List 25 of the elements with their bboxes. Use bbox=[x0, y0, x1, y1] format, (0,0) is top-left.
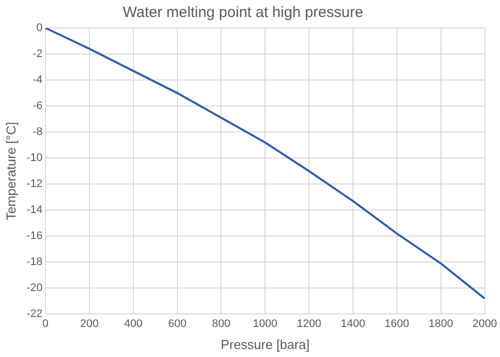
y-tick-label: -10 bbox=[26, 152, 42, 164]
chart-title: Water melting point at high pressure bbox=[122, 4, 364, 22]
y-tick-label: -6 bbox=[32, 100, 42, 112]
y-tick-label: -8 bbox=[32, 126, 42, 138]
y-axis-title: Temperature [°C] bbox=[3, 122, 18, 220]
x-tick-label: 600 bbox=[168, 318, 186, 330]
x-tick-label: 800 bbox=[212, 318, 230, 330]
x-tick-label: 200 bbox=[80, 318, 99, 330]
x-axis-title: Pressure [bara] bbox=[220, 336, 310, 352]
y-tick-label: -18 bbox=[26, 256, 42, 268]
y-tick-label: -20 bbox=[26, 282, 42, 294]
y-tick-label: -14 bbox=[26, 204, 42, 216]
y-tick-label: -12 bbox=[26, 178, 42, 190]
x-tick-label: 400 bbox=[124, 318, 143, 330]
x-tick-label: 1600 bbox=[384, 318, 410, 330]
x-tick-label: 2000 bbox=[472, 318, 498, 330]
y-tick-label: -4 bbox=[32, 74, 42, 86]
x-tick-label: 1400 bbox=[340, 318, 366, 330]
y-tick-label: -16 bbox=[26, 230, 42, 242]
x-tick-label: 1000 bbox=[252, 318, 278, 330]
y-tick-label: 0 bbox=[36, 22, 42, 34]
x-tick-label: 1200 bbox=[296, 318, 322, 330]
y-tick-label: -2 bbox=[32, 48, 42, 60]
y-tick-label: -22 bbox=[26, 308, 42, 320]
x-tick-label: 1800 bbox=[428, 318, 454, 330]
